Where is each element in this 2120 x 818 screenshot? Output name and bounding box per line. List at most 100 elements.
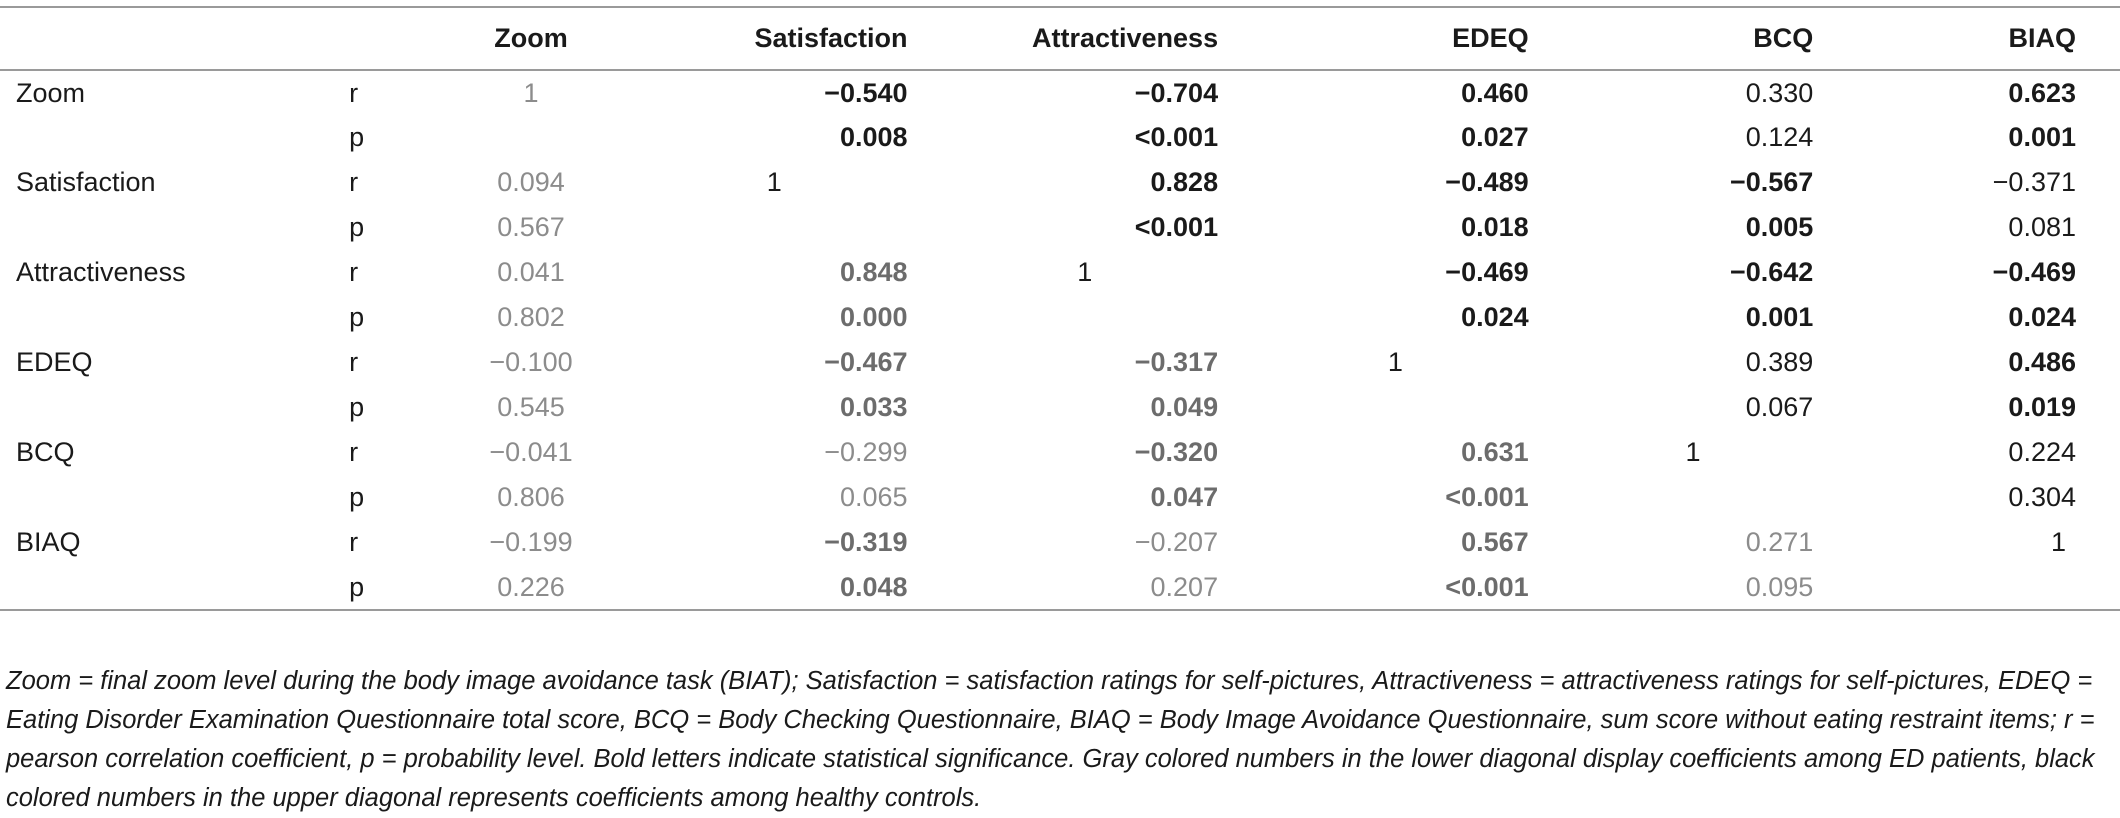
table-cell: 0.271 — [1745, 527, 1814, 557]
row-label — [0, 295, 329, 340]
table-cell: 0.806 — [497, 482, 565, 512]
table-cell: 0.567 — [1461, 527, 1529, 557]
table-row: p 0.545 0.033 0.049 0.067 0.019 — [0, 385, 2120, 430]
table-cell: −0.467 — [824, 347, 908, 377]
table-cell: −0.489 — [1445, 167, 1529, 197]
table-cell: −0.469 — [1992, 257, 2076, 287]
header-bcq: BCQ — [1753, 23, 1814, 53]
table-cell — [1835, 565, 2120, 611]
table-cell — [619, 205, 930, 250]
header-biaq: BIAQ — [2008, 23, 2077, 53]
header-row: Zoom Satisfaction Attractiveness EDEQ BC… — [0, 7, 2120, 70]
table-row: EDEQ r −0.100 −0.467 −0.317 1 0.389 0.486 — [0, 340, 2120, 385]
correlation-table: Zoom Satisfaction Attractiveness EDEQ BC… — [0, 6, 2120, 611]
table-cell: 0.027 — [1461, 122, 1529, 152]
header-attractiveness: Attractiveness — [1032, 23, 1219, 53]
table-cell: 0.095 — [1550, 565, 1836, 611]
stat-label: p — [349, 392, 365, 422]
table-row: BIAQ r −0.199 −0.319 −0.207 0.567 0.271 1 — [0, 520, 2120, 565]
table-cell: −0.207 — [1134, 527, 1219, 557]
stat-label: r — [349, 437, 359, 467]
table-cell: 1 — [523, 77, 539, 108]
table-cell: 0.207 — [929, 565, 1241, 611]
table-cell: <0.001 — [1134, 122, 1219, 152]
table-cell: 1 — [1387, 347, 1403, 377]
table-cell: 0.049 — [1150, 392, 1219, 422]
header-edeq: EDEQ — [1452, 23, 1529, 53]
table-cell: 0.486 — [2008, 347, 2076, 377]
table-cell: −0.540 — [824, 77, 908, 108]
row-label — [0, 475, 329, 520]
row-label — [0, 205, 329, 250]
table-cell: 0.033 — [839, 392, 908, 422]
table-cell: 0.005 — [1745, 212, 1814, 242]
table-body: Zoom r 1 −0.540 −0.704 0.460 0.330 0.623 p 0.008 <… — [0, 70, 2120, 611]
table-cell: 1 — [1077, 257, 1093, 287]
correlation-table-figure: Zoom Satisfaction Attractiveness EDEQ BC… — [0, 6, 2120, 812]
stat-label: r — [349, 527, 359, 557]
table-cell: −0.642 — [1729, 257, 1814, 287]
table-cell: 0.041 — [497, 257, 565, 287]
stat-label: p — [349, 302, 365, 332]
stat-label: p — [349, 482, 365, 512]
header-zoom: Zoom — [494, 23, 568, 53]
header-satisfaction: Satisfaction — [754, 23, 908, 53]
table-cell: 1 — [766, 167, 782, 197]
table-cell — [1551, 475, 1836, 520]
table-cell: 0.460 — [1461, 77, 1529, 108]
table-cell: 0.024 — [1461, 302, 1529, 332]
row-label: EDEQ — [16, 347, 93, 377]
table-row: Satisfaction r 0.094 1 0.828 −0.489 −0.567 −0.3… — [0, 160, 2120, 205]
table-cell: 0.389 — [1745, 347, 1814, 377]
table-cell: 0.802 — [497, 302, 565, 332]
table-cell: 0.081 — [2008, 212, 2076, 242]
stat-label: r — [349, 77, 359, 108]
row-label: BCQ — [16, 437, 75, 467]
table-cell: 0.224 — [2008, 437, 2076, 467]
table-cell: 0.008 — [839, 122, 908, 152]
stat-label: r — [349, 347, 359, 377]
table-cell: 0.094 — [497, 167, 565, 197]
stat-label: p — [329, 565, 444, 611]
row-label: BIAQ — [16, 527, 81, 557]
table-row: Attractiveness r 0.041 0.848 1 −0.469 −0.642 −0… — [0, 250, 2120, 295]
row-label — [0, 115, 329, 160]
row-label — [0, 565, 330, 611]
table-row: p 0.567 <0.001 0.018 0.005 0.081 — [0, 205, 2120, 250]
row-label: Satisfaction — [16, 167, 156, 197]
table-cell: 0.047 — [1150, 482, 1219, 512]
table-cell: 0.828 — [1150, 167, 1219, 197]
table-cell — [443, 115, 619, 160]
table-cell: −0.371 — [1992, 167, 2076, 197]
table-cell: 0.545 — [497, 392, 565, 422]
table-row: p 0.802 0.000 0.024 0.001 0.024 — [0, 295, 2120, 340]
table-row: BCQ r −0.041 −0.299 −0.320 0.631 1 0.224 — [0, 430, 2120, 475]
table-cell: 0.019 — [2008, 392, 2076, 422]
table-cell: −0.567 — [1729, 167, 1814, 197]
table-cell: 0.000 — [839, 302, 908, 332]
table-cell: 0.848 — [839, 257, 908, 287]
table-cell: <0.001 — [1445, 482, 1529, 512]
table-cell: −0.317 — [1134, 347, 1219, 377]
table-cell: 0.067 — [1745, 392, 1814, 422]
row-label — [0, 385, 329, 430]
table-cell: 0.567 — [497, 212, 565, 242]
table-cell: 0.124 — [1745, 122, 1814, 152]
row-label: Zoom — [16, 77, 86, 108]
table-cell: −0.199 — [489, 527, 573, 557]
table-cell: <0.001 — [1240, 565, 1551, 611]
stat-label: r — [349, 257, 359, 287]
table-cell: −0.469 — [1445, 257, 1529, 287]
table-cell: 1 — [2050, 527, 2066, 557]
table-cell: −0.704 — [1134, 77, 1219, 108]
table-row: p 0.226 0.048 0.207 <0.001 0.095 — [0, 565, 2120, 611]
header-empty-label — [0, 7, 329, 70]
table-cell: 0.065 — [839, 482, 908, 512]
row-label: Attractiveness — [16, 257, 186, 287]
table-cell: −0.299 — [824, 437, 908, 467]
table-cell: −0.041 — [489, 437, 573, 467]
table-cell: 0.226 — [443, 565, 619, 611]
table-cell: 0.304 — [2008, 482, 2076, 512]
table-cell: 0.018 — [1461, 212, 1529, 242]
table-cell: <0.001 — [1134, 212, 1219, 242]
